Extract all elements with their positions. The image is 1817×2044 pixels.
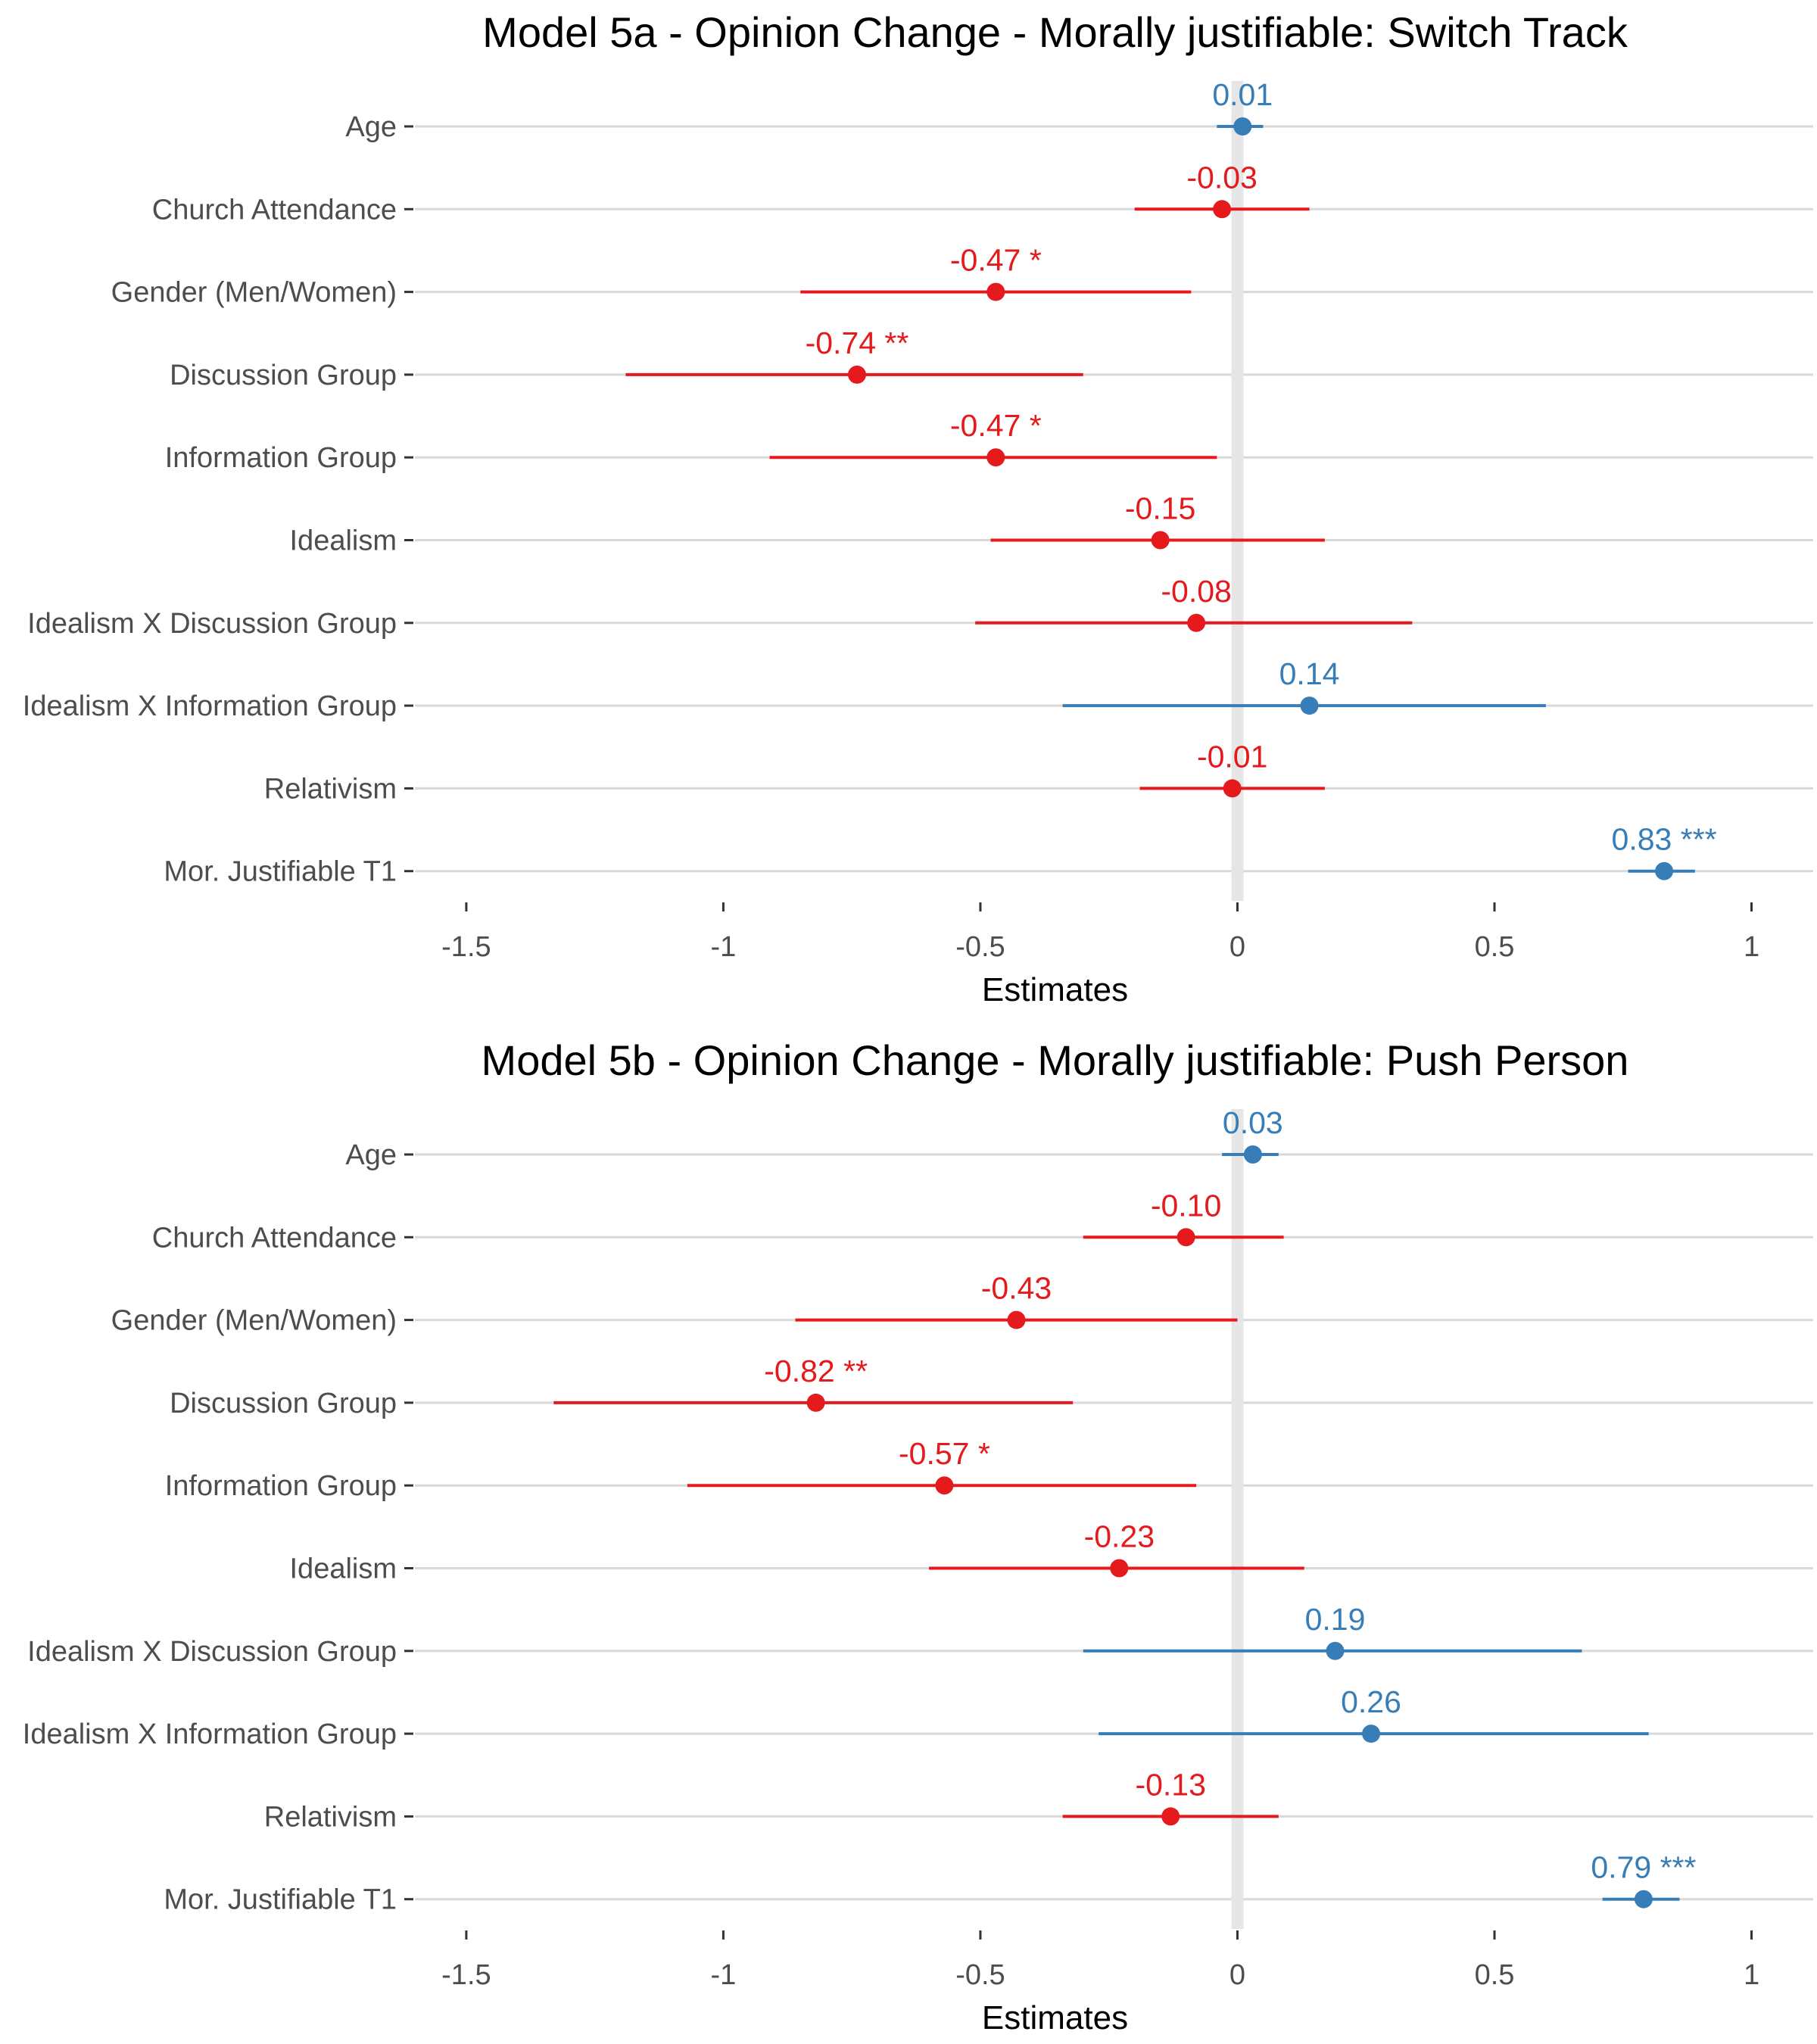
estimate-point [1007, 1310, 1026, 1329]
estimate-point [1233, 117, 1252, 136]
estimate-point [847, 365, 866, 384]
value-label: -0.47 * [950, 243, 1042, 278]
value-label: -0.15 [1125, 491, 1195, 526]
estimate-point [1634, 1890, 1653, 1908]
y-tick-label: Idealism X Information Group [23, 690, 397, 722]
x-axis-label: Estimates [982, 971, 1128, 1008]
x-axis-label: Estimates [982, 1999, 1128, 2036]
x-tick-label: 0 [1230, 1959, 1245, 1991]
estimate-point [1177, 1228, 1195, 1247]
value-label: 0.03 [1223, 1105, 1283, 1140]
chart-panel-2: Model 5b - Opinion Change - Morally just… [23, 1036, 1813, 2036]
x-tick-label: 1 [1744, 1959, 1759, 1991]
y-tick-label: Relativism [264, 1801, 397, 1833]
estimate-point [1326, 1641, 1345, 1660]
value-label: -0.03 [1186, 160, 1257, 195]
x-tick-label: 0.5 [1475, 931, 1515, 963]
y-tick-label: Church Attendance [152, 1222, 397, 1254]
y-tick-label: Gender (Men/Women) [111, 1305, 397, 1337]
estimate-point [935, 1476, 954, 1495]
chart-panel-1: Model 5a - Opinion Change - Morally just… [23, 8, 1813, 1008]
y-tick-label: Mor. Justifiable T1 [164, 856, 397, 888]
x-tick-label: 0.5 [1475, 1959, 1515, 1991]
chart-title: Model 5b - Opinion Change - Morally just… [482, 1036, 1629, 1084]
y-tick-label: Information Group [165, 1470, 397, 1502]
value-label: -0.74 ** [806, 326, 909, 360]
estimate-point [1187, 613, 1206, 632]
estimate-point [1655, 862, 1674, 880]
estimate-point [1161, 1807, 1180, 1826]
value-label: 0.19 [1305, 1602, 1366, 1637]
value-label: 0.14 [1279, 656, 1340, 691]
y-tick-label: Mor. Justifiable T1 [164, 1884, 397, 1916]
x-tick-label: -0.5 [955, 1959, 1005, 1991]
estimate-point [1110, 1559, 1129, 1578]
estimate-point [1213, 200, 1232, 219]
value-label: -0.43 [981, 1271, 1052, 1306]
chart-title: Model 5a - Opinion Change - Morally just… [482, 8, 1628, 56]
y-tick-label: Discussion Group [170, 360, 397, 391]
value-label: 0.79 *** [1591, 1850, 1696, 1885]
x-tick-label: 1 [1744, 931, 1759, 963]
value-label: -0.57 * [899, 1436, 990, 1471]
y-tick-label: Discussion Group [170, 1388, 397, 1419]
x-tick-label: -0.5 [955, 931, 1005, 963]
estimate-point [1362, 1725, 1381, 1743]
x-tick-label: 0 [1230, 931, 1245, 963]
y-tick-label: Idealism X Discussion Group [27, 1636, 397, 1668]
y-tick-label: Idealism [290, 1553, 397, 1585]
x-tick-label: -1 [711, 1959, 737, 1991]
y-tick-label: Idealism X Information Group [23, 1718, 397, 1750]
value-label: -0.23 [1084, 1519, 1155, 1554]
value-label: -0.01 [1197, 739, 1267, 774]
y-tick-label: Church Attendance [152, 194, 397, 226]
x-tick-label: -1.5 [441, 931, 491, 963]
estimate-point [986, 282, 1005, 301]
x-tick-label: -1.5 [441, 1959, 491, 1991]
y-tick-label: Information Group [165, 442, 397, 474]
y-tick-label: Gender (Men/Women) [111, 277, 397, 309]
value-label: -0.10 [1151, 1188, 1221, 1223]
y-tick-label: Idealism X Discussion Group [27, 608, 397, 640]
estimate-point [1300, 696, 1319, 715]
value-label: 0.26 [1341, 1684, 1401, 1719]
value-label: -0.82 ** [764, 1354, 868, 1388]
y-tick-label: Idealism [290, 525, 397, 557]
x-tick-label: -1 [711, 931, 737, 963]
estimate-point [1243, 1145, 1262, 1164]
estimate-point [1151, 531, 1170, 550]
value-label: 0.83 *** [1612, 822, 1717, 857]
value-label: -0.08 [1161, 574, 1231, 609]
y-tick-label: Age [345, 111, 397, 143]
value-label: -0.47 * [950, 408, 1042, 443]
value-label: 0.01 [1212, 77, 1273, 112]
y-tick-label: Age [345, 1139, 397, 1171]
estimate-point [986, 448, 1005, 467]
value-label: -0.13 [1135, 1767, 1205, 1802]
y-tick-label: Relativism [264, 773, 397, 805]
estimate-point [806, 1393, 825, 1412]
estimate-point [1223, 779, 1242, 798]
